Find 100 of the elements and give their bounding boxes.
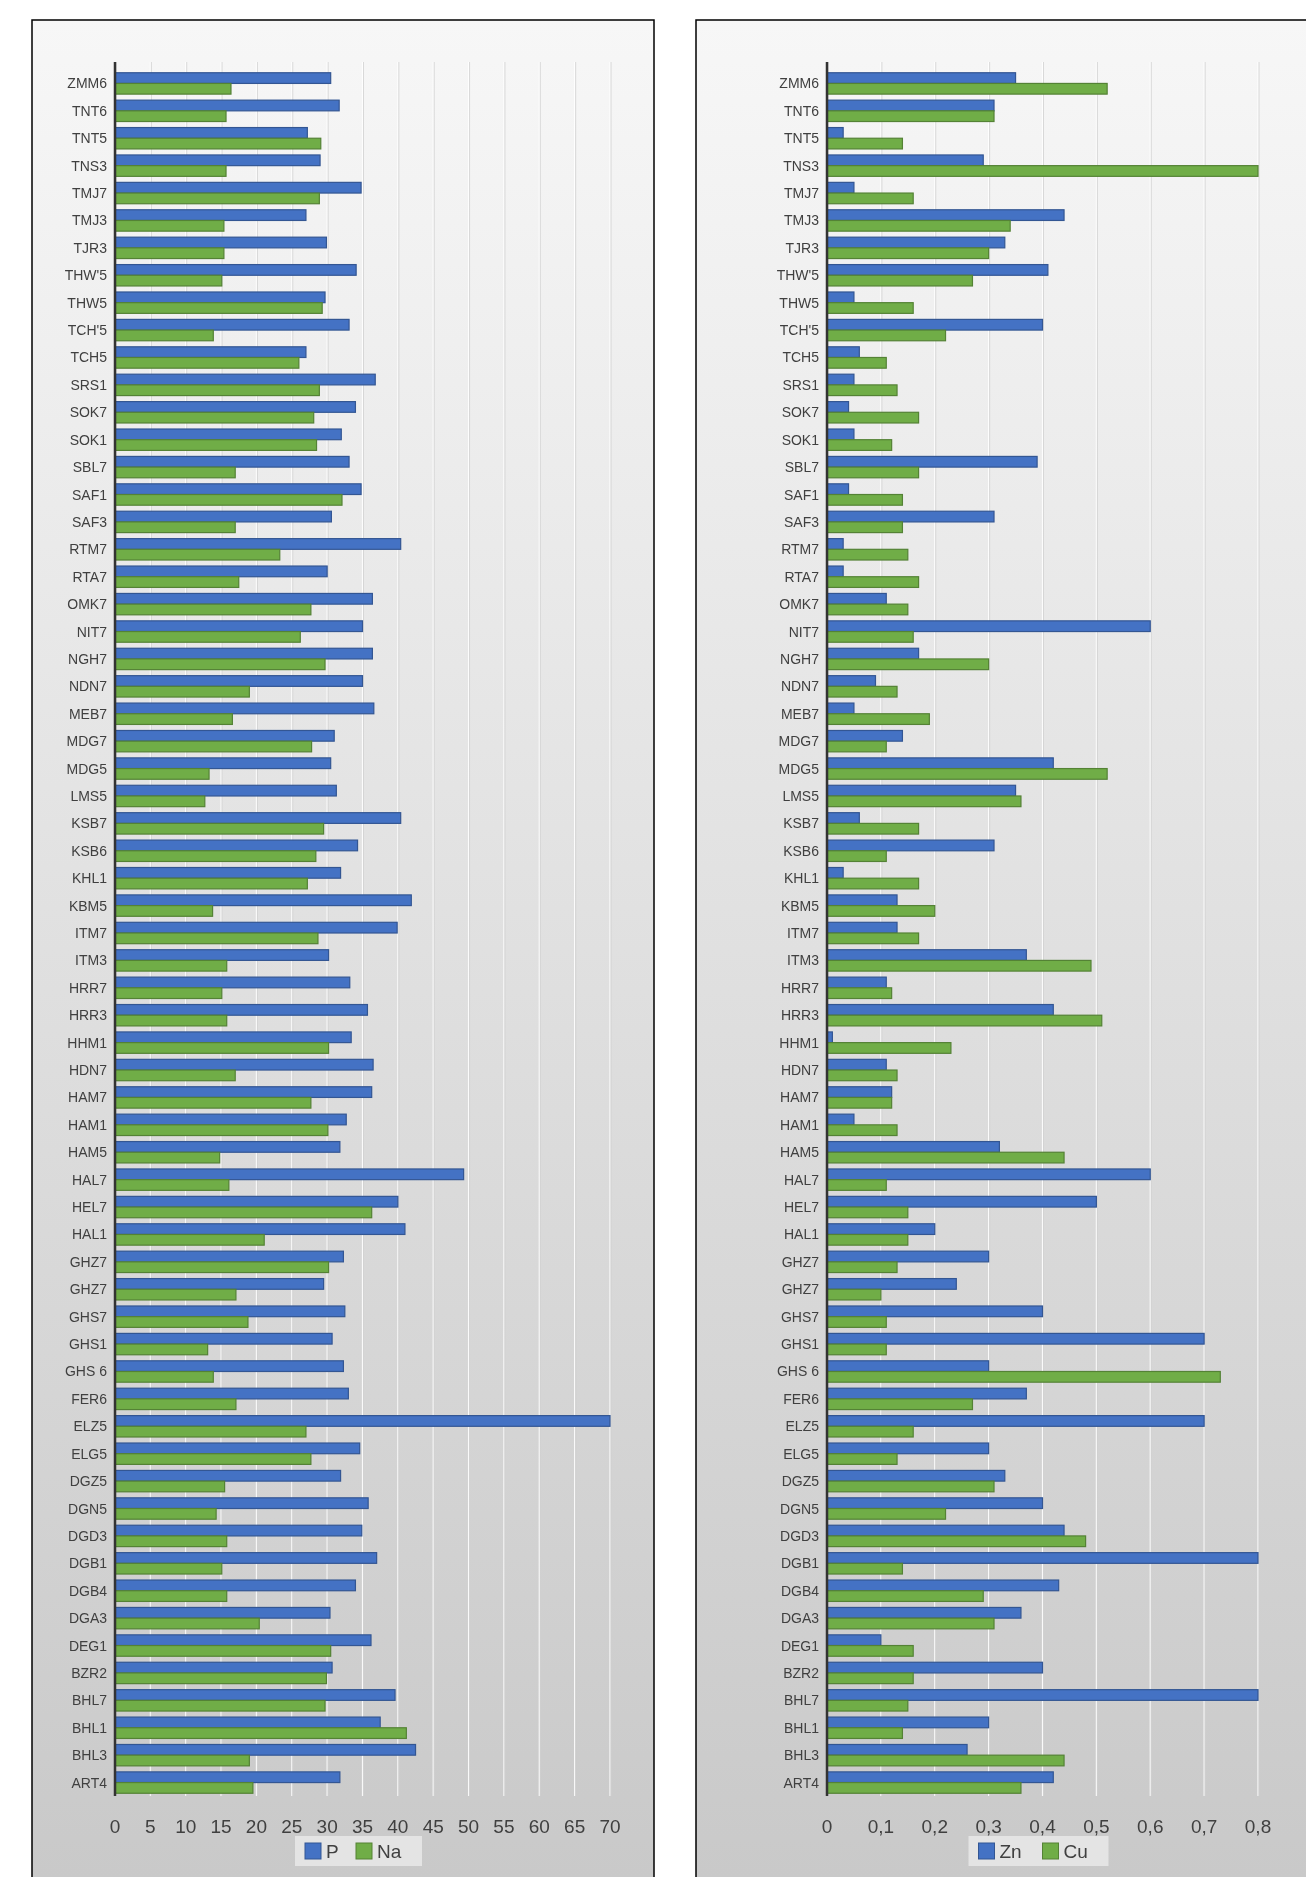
bar [114, 1562, 223, 1575]
bar [114, 329, 214, 342]
x-tick-label: 50 [458, 1815, 480, 1837]
bar [826, 1332, 1205, 1345]
y-tick-label: SAF3 [71, 513, 108, 530]
bar [114, 675, 364, 687]
bar [114, 812, 402, 824]
bar [826, 959, 1092, 972]
bar [826, 274, 974, 287]
bar [114, 603, 312, 616]
bar [826, 1442, 990, 1455]
y-tick-label: TNS3 [783, 157, 820, 174]
bar [114, 1305, 346, 1318]
bar [826, 411, 920, 424]
y-tick-label: ELG5 [71, 1445, 108, 1462]
y-tick-label: SBL7 [784, 459, 820, 476]
bar [826, 1250, 990, 1263]
bar [826, 1288, 882, 1301]
bar [114, 466, 236, 479]
bar [114, 1781, 254, 1794]
bar [826, 1590, 984, 1603]
y-tick-label: KHL1 [71, 870, 108, 887]
y-tick-label: TMJ7 [784, 185, 820, 202]
bar [114, 866, 342, 879]
y-tick-label: HRR7 [780, 979, 820, 996]
bar [826, 1453, 898, 1465]
bar [114, 1507, 217, 1520]
bar [114, 1360, 345, 1373]
bar [826, 329, 947, 342]
bar [114, 839, 359, 852]
bar [114, 247, 225, 260]
x-tick-label: 0,7 [1190, 1815, 1218, 1837]
bar [114, 439, 318, 451]
bar [826, 209, 1065, 222]
bar [114, 932, 319, 945]
y-tick-label: SRS1 [782, 376, 820, 393]
bar [826, 1771, 1054, 1784]
x-tick-label: 70 [599, 1815, 621, 1837]
bar [114, 1634, 372, 1647]
y-tick-label: BHL1 [71, 1719, 108, 1736]
bar [826, 356, 887, 369]
bar [826, 1562, 904, 1575]
bar [114, 318, 350, 331]
bar [826, 1727, 904, 1740]
bar [114, 1261, 330, 1274]
bar [114, 658, 326, 671]
bar [826, 1644, 914, 1657]
y-tick-label: GHZ7 [69, 1253, 108, 1270]
bar [114, 740, 313, 753]
legend-label: Cu [1063, 1840, 1088, 1862]
bar [114, 274, 223, 287]
y-tick-label: MDG5 [778, 760, 820, 777]
x-tick-label: 40 [387, 1815, 409, 1837]
y-tick-label: TMJ3 [784, 212, 820, 229]
bar [114, 713, 233, 726]
y-tick-label: GHS1 [68, 1336, 108, 1353]
bar [114, 1425, 307, 1438]
x-tick-label: 0,8 [1244, 1815, 1272, 1837]
bar [114, 510, 332, 523]
bar [826, 1042, 952, 1054]
y-tick-label: DGA3 [68, 1610, 108, 1627]
bar [826, 757, 1054, 770]
bar [826, 1360, 990, 1373]
bar [826, 658, 990, 671]
bar [826, 850, 887, 863]
y-tick-label: KHL1 [783, 870, 820, 887]
bar [114, 1754, 250, 1767]
y-tick-label: ITM7 [75, 925, 108, 941]
y-tick-label: DGA3 [780, 1610, 820, 1627]
bar [114, 455, 350, 468]
bar [114, 1617, 260, 1630]
bar [114, 1497, 369, 1510]
y-tick-label: HAM1 [68, 1116, 108, 1133]
y-tick-label: HAL1 [71, 1226, 108, 1243]
y-tick-label: KBM5 [68, 897, 108, 914]
bar [826, 1781, 1022, 1794]
bar [826, 72, 1017, 85]
bar [114, 548, 281, 561]
bar [826, 630, 914, 643]
y-tick-label: LMS5 [70, 787, 108, 804]
bar [114, 850, 317, 863]
y-tick-label: ELZ5 [73, 1418, 108, 1435]
bar [826, 154, 984, 167]
bar [114, 356, 300, 369]
bar [114, 949, 330, 962]
bar [114, 1524, 363, 1537]
y-tick-label: FER6 [71, 1390, 108, 1407]
bar [114, 976, 351, 989]
bar [114, 209, 307, 222]
x-tick-label: 0,5 [1083, 1815, 1110, 1837]
bar [826, 1014, 1103, 1027]
bar [114, 1233, 265, 1246]
y-tick-label: DGD3 [68, 1527, 108, 1544]
y-tick-label: SBL7 [72, 459, 108, 476]
x-tick-label: 0,3 [975, 1815, 1002, 1837]
bar [826, 455, 1038, 468]
y-tick-label: DGD3 [780, 1527, 820, 1544]
bar [826, 1425, 914, 1438]
bar [826, 493, 904, 506]
bar [114, 411, 315, 424]
